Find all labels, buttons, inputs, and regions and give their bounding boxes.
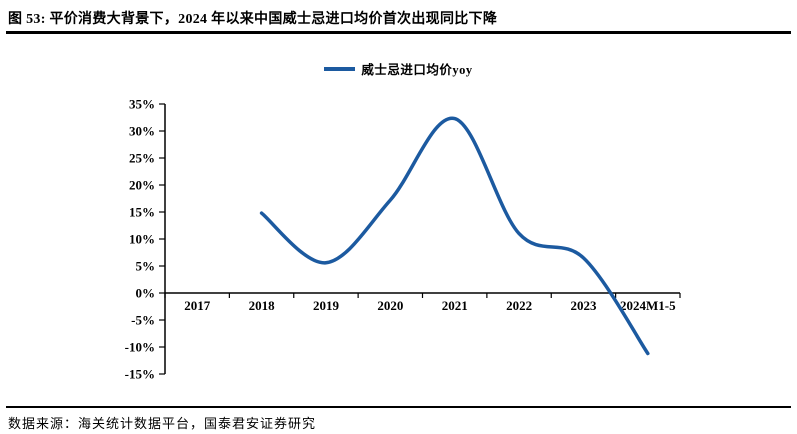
y-axis-label: 20% — [129, 178, 155, 193]
y-axis-label: 30% — [129, 124, 155, 139]
y-axis-label: -10% — [125, 340, 155, 355]
x-axis-label: 2021 — [442, 298, 468, 313]
series-line-whisky-import-price-yoy — [259, 116, 650, 356]
title-divider — [6, 31, 791, 34]
x-axis-label: 2020 — [377, 298, 403, 313]
legend-series-label: 威士忌进口均价yoy — [361, 63, 473, 77]
footer-divider — [6, 406, 791, 408]
y-axis-label: 10% — [129, 232, 155, 247]
y-axis-label: -15% — [125, 367, 155, 382]
x-axis-label: 2022 — [506, 298, 532, 313]
x-axis-label: 2024M1-5 — [620, 298, 676, 313]
x-axis-label: 2019 — [313, 298, 340, 313]
x-axis-label: 2017 — [184, 298, 211, 313]
y-axis-label: 5% — [136, 259, 156, 274]
data-source-note: 数据来源：海关统计数据平台，国泰君安证券研究 — [8, 416, 317, 431]
chart-legend: 威士忌进口均价yoy — [0, 59, 797, 78]
y-axis-label: -5% — [131, 313, 155, 328]
legend-line-swatch — [324, 66, 356, 71]
y-axis-label: 15% — [129, 205, 155, 220]
x-axis-label: 2023 — [570, 298, 597, 313]
y-axis-label: 35% — [129, 97, 155, 112]
y-axis-label: 25% — [129, 151, 155, 166]
x-axis-label: 2018 — [249, 298, 276, 313]
y-axis-label: 0% — [136, 286, 156, 301]
figure-title: 图 53: 平价消费大背景下，2024 年以来中国威士忌进口均价首次出现同比下降 — [8, 12, 498, 27]
